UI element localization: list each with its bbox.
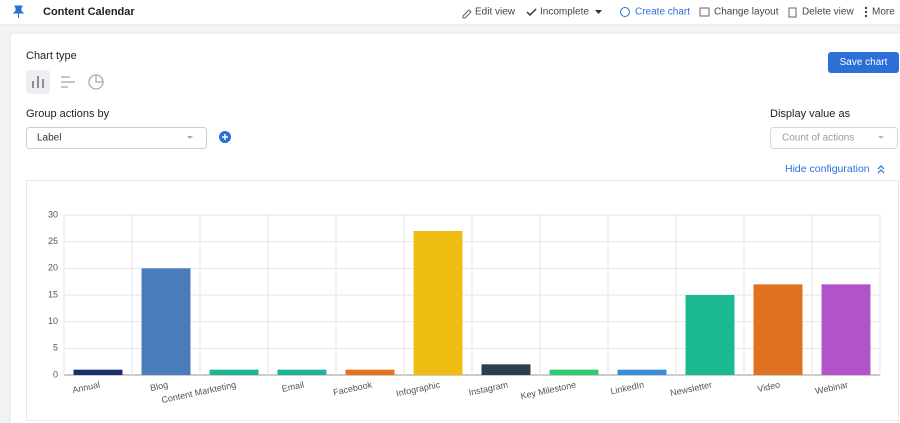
bar	[549, 369, 599, 375]
pin-icon[interactable]	[12, 5, 25, 18]
save-button[interactable]	[828, 52, 899, 73]
toolbar-action[interactable]: Edit view	[475, 7, 516, 18]
bar	[413, 231, 463, 375]
save-button-label: Save chart	[840, 57, 888, 68]
group-select-value: Label	[37, 133, 61, 144]
select-caret	[187, 136, 193, 139]
y-tick-label: 15	[48, 289, 58, 299]
toolbar-action[interactable]: Incomplete	[540, 7, 589, 18]
layout-icon	[699, 7, 710, 17]
select-caret	[878, 136, 884, 139]
bar	[753, 284, 803, 375]
display-select-value: Count of actions	[782, 133, 854, 144]
bar	[73, 369, 123, 375]
bar	[345, 369, 395, 375]
bar	[481, 364, 531, 375]
toolbar-action[interactable]: Change layout	[714, 7, 779, 18]
toolbar-action[interactable]: Create chart	[635, 7, 690, 18]
bar	[141, 268, 191, 375]
section-label: Display value as	[770, 108, 851, 120]
collapse-icon	[877, 165, 885, 174]
y-tick-label: 0	[53, 369, 58, 379]
check-icon	[526, 8, 537, 17]
more-icon	[864, 6, 868, 18]
y-tick-label: 20	[48, 263, 58, 273]
y-tick-label: 30	[48, 209, 58, 219]
group-select[interactable]	[26, 127, 207, 149]
y-tick-label: 25	[48, 236, 58, 246]
bar-type-icon	[32, 76, 44, 88]
caret-icon	[595, 10, 602, 14]
view-title: Content Calendar	[43, 6, 135, 18]
section-label: Group actions by	[26, 108, 110, 120]
y-tick-label: 5	[53, 343, 58, 353]
x-tick-label: Video	[756, 379, 780, 394]
hbar-type-button[interactable]	[61, 76, 75, 88]
edit-icon	[462, 9, 472, 19]
pie-type-button[interactable]	[88, 74, 104, 90]
chart-icon	[620, 7, 630, 17]
display-select[interactable]	[770, 127, 898, 149]
top-bar	[0, 0, 900, 25]
bar	[685, 295, 735, 375]
y-tick-label: 10	[48, 316, 58, 326]
plus-icon	[222, 134, 228, 140]
section-label: Chart type	[26, 50, 77, 62]
x-tick-label: Blog	[149, 379, 169, 393]
bar	[277, 369, 327, 375]
bar	[617, 369, 667, 375]
bar	[821, 284, 871, 375]
x-tick-label: Email	[281, 379, 305, 393]
hide-config-link[interactable]: Hide configuration	[785, 163, 870, 175]
trash-icon	[788, 7, 797, 18]
toolbar-action[interactable]: Delete view	[802, 7, 854, 18]
toolbar-action[interactable]: More	[872, 7, 895, 18]
bar	[209, 369, 259, 375]
